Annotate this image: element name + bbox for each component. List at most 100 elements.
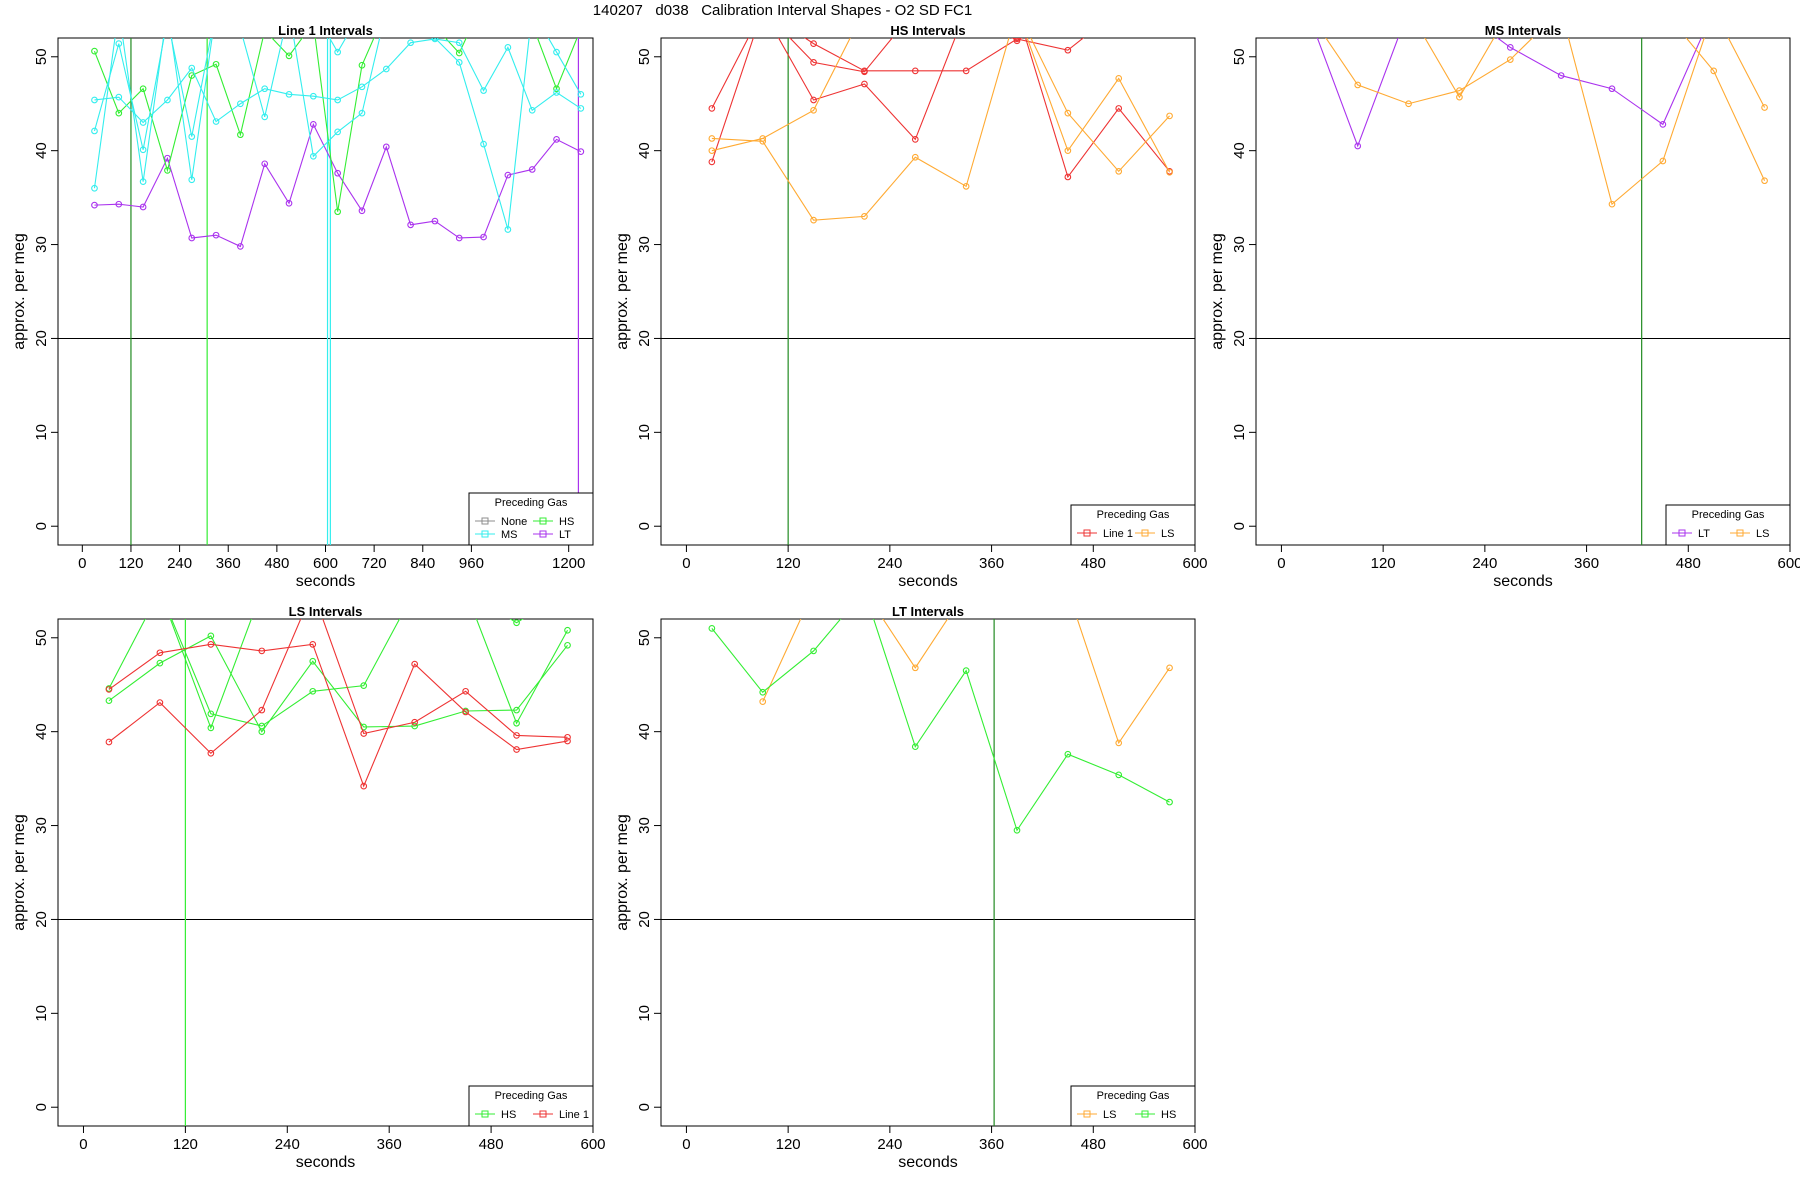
y-tick-label: 20 <box>636 330 653 347</box>
data-point <box>408 7 414 13</box>
data-point <box>1762 7 1768 13</box>
data-point <box>861 213 868 220</box>
series-line <box>108 643 568 788</box>
data-point <box>383 7 389 13</box>
data-point <box>334 48 342 56</box>
data-point <box>411 722 419 730</box>
data-point <box>432 24 438 30</box>
legend-title: Preceding Gas <box>1692 509 1765 521</box>
x-tick-label: 240 <box>877 555 902 572</box>
y-axis-label: approx. per meg <box>614 814 631 931</box>
data-point <box>760 7 766 13</box>
data-point <box>258 722 266 730</box>
x-tick-label: 480 <box>1081 555 1106 572</box>
plot-frame <box>660 37 1196 546</box>
x-tick-label: 0 <box>682 1136 690 1153</box>
data-point <box>1304 7 1310 13</box>
data-point <box>481 0 487 3</box>
x-tick-label: 0 <box>79 1136 87 1153</box>
x-tick-label: 480 <box>264 555 289 572</box>
x-tick-label: 240 <box>275 1136 300 1153</box>
x-tick-label: 360 <box>377 1136 402 1153</box>
data-point <box>412 588 418 594</box>
legend-swatch-marker <box>539 517 547 525</box>
data-point <box>237 131 244 139</box>
x-axis-label: seconds <box>296 573 356 590</box>
data-point <box>529 21 535 27</box>
y-tick-label: 20 <box>1231 330 1248 347</box>
data-point <box>115 93 123 101</box>
data-point <box>861 68 868 76</box>
data-point <box>962 67 970 75</box>
data-point <box>1506 56 1514 63</box>
data-point <box>1710 67 1718 75</box>
legend-title: Preceding Gas <box>1097 509 1170 521</box>
data-point <box>1711 7 1717 13</box>
data-point <box>1609 7 1615 13</box>
y-tick-label: 50 <box>33 48 50 65</box>
data-point <box>760 7 766 13</box>
x-tick-label: 120 <box>776 555 801 572</box>
x-tick-label: 480 <box>479 1136 504 1153</box>
data-point <box>553 85 560 93</box>
data-point <box>911 664 919 672</box>
data-point <box>358 109 366 117</box>
data-point <box>358 83 366 91</box>
data-point <box>1116 7 1122 13</box>
y-tick-label: 10 <box>33 424 50 441</box>
chart-panel-1: Line 1 Intervals 0 120 240 360 480 600 720 840 96… <box>11 0 594 590</box>
data-point <box>963 7 969 13</box>
legend-box <box>468 1085 594 1127</box>
series-line <box>108 635 568 733</box>
chart-panel-5: LT Intervals 0 120 240 360 480 600 0 10 20 30 40 50 s… <box>614 588 1208 1171</box>
data-point <box>504 44 512 51</box>
data-point <box>188 64 196 72</box>
x-tick-label: 240 <box>1472 555 1497 572</box>
data-point <box>1405 100 1412 108</box>
data-point <box>455 49 463 57</box>
data-point <box>157 588 163 594</box>
x-tick-label: 120 <box>1371 555 1396 572</box>
data-point <box>1064 46 1072 54</box>
x-tick-label: 0 <box>78 555 86 572</box>
data-point <box>1166 798 1173 806</box>
data-point <box>462 708 469 716</box>
y-tick-label: 20 <box>636 911 653 928</box>
legend-swatch-marker <box>1678 529 1686 537</box>
data-point <box>309 121 317 128</box>
data-point <box>1608 200 1616 208</box>
data-point <box>432 7 438 13</box>
data-point <box>1354 142 1362 150</box>
plot-area <box>661 7 1195 545</box>
data-point <box>553 48 560 56</box>
data-point <box>156 659 164 667</box>
chart-panel-2: HS Intervals 0 120 240 360 480 600 0 10 20 30 40 50 s… <box>614 7 1208 590</box>
legend: Preceding Gas Line 1 LS <box>1070 504 1196 546</box>
y-tick-label: 10 <box>636 1005 653 1022</box>
y-tick-label: 0 <box>33 522 50 530</box>
y-tick-label: 0 <box>1231 522 1248 530</box>
data-point <box>412 588 418 594</box>
data-point <box>1761 104 1768 111</box>
data-point <box>513 619 520 627</box>
y-tick-label: 30 <box>636 817 653 834</box>
data-point <box>1659 157 1667 165</box>
data-point <box>810 216 817 224</box>
x-axis-label: seconds <box>1493 573 1553 590</box>
data-point <box>237 243 244 250</box>
data-point <box>408 16 414 22</box>
legend-swatch-marker <box>1736 529 1744 537</box>
figure-title: 140207 d038 Calibration Interval Shapes … <box>592 2 973 19</box>
data-point <box>963 588 969 594</box>
data-point <box>359 7 365 13</box>
legend-box <box>1070 1085 1196 1127</box>
data-point <box>258 706 266 714</box>
plot-frame <box>57 618 594 1127</box>
x-axis-label: seconds <box>296 1154 356 1171</box>
data-point <box>513 732 520 739</box>
y-axis-label: approx. per meg <box>11 233 28 350</box>
data-point <box>238 26 244 32</box>
data-point <box>212 231 220 239</box>
y-tick-label: 50 <box>636 48 653 65</box>
data-point <box>708 135 716 142</box>
